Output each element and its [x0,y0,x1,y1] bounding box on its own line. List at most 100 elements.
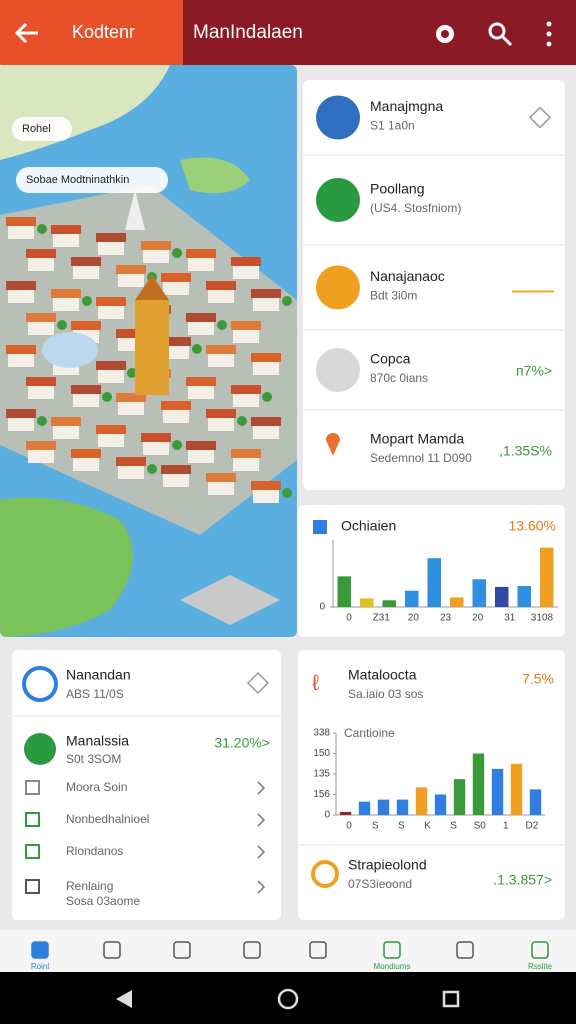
row-chevron[interactable] [257,880,266,894]
house [208,417,234,431]
tree [37,416,47,426]
house [98,305,124,319]
item-subtitle: S0t 3SOM [66,752,121,766]
row-icon [25,879,40,894]
nav-icon[interactable] [243,941,261,959]
roof [26,441,56,450]
house [8,353,34,367]
bar [360,598,374,607]
roof [161,337,191,346]
item-icon [24,733,56,765]
chart-title: Cantioine [344,726,395,740]
row-icon [25,812,40,827]
row-chevron[interactable] [257,845,266,859]
nav-icon[interactable] [531,941,549,959]
x-tick-label: Z31 [373,613,391,624]
card-value: 7.5% [522,671,554,687]
row-title: Renlaing [66,879,113,893]
nav-icon[interactable] [456,941,474,959]
back-button[interactable] [14,22,38,44]
y-tick-label: 135 [313,769,330,780]
item-title: Poollang [370,181,425,197]
footer-icon [311,860,339,888]
item-icon [316,265,360,310]
roof [71,257,101,266]
bar [453,779,466,815]
app-bar [183,0,576,65]
bar [517,585,531,607]
roof [231,385,261,394]
card-action[interactable] [246,671,270,695]
house [163,345,189,359]
nav-icon[interactable] [173,941,191,959]
tree [82,296,92,306]
x-tick-label: 20 [408,613,420,624]
house [143,441,169,455]
item-title: Manalssia [66,733,129,749]
house [118,401,144,415]
house [253,297,279,311]
app-title: ManIndalaen [193,22,303,43]
x-tick-label: S [450,821,457,832]
tree [172,248,182,258]
map-chip[interactable] [12,117,72,141]
search-button[interactable] [488,22,513,47]
nav-icon[interactable] [31,941,49,959]
system-back[interactable] [116,990,132,1008]
back-title: Kodtenr [72,22,135,42]
roof [6,345,36,354]
bar [337,576,351,607]
item-value: 31.20%> [214,735,270,751]
roof [206,345,236,354]
item-action[interactable] [528,106,552,129]
roof [186,441,216,450]
nav-icon[interactable] [383,941,401,959]
row-chevron[interactable] [257,813,266,827]
bar [450,597,464,607]
bar [529,789,542,815]
roof [231,449,261,458]
row-icon [25,780,40,795]
house [188,449,214,463]
map-chip[interactable] [16,167,168,193]
tree [127,368,137,378]
roof [96,233,126,242]
x-tick-label: S0 [474,821,487,832]
tree [147,464,157,474]
house [188,321,214,335]
house [8,417,34,431]
system-recents[interactable] [442,990,460,1008]
bar [434,794,447,815]
row-chevron[interactable] [257,781,266,795]
roof [51,289,81,298]
bar [415,787,428,815]
house [208,353,234,367]
item-subtitle: S1 1a0n [370,119,415,133]
roof [71,385,101,394]
house [8,225,34,239]
item-title: Nanajanaoc [370,268,445,284]
nav-label: Mondiums [374,962,411,971]
bar [377,799,390,815]
nav-icon[interactable] [103,941,121,959]
tree [57,320,67,330]
x-tick-label: S [372,821,379,832]
settings-button[interactable] [436,25,454,43]
house [28,385,54,399]
house [28,257,54,271]
system-home[interactable] [277,988,299,1010]
roof [116,393,146,402]
bar [510,763,523,815]
nav-icon[interactable] [309,941,327,959]
house [73,393,99,407]
nav-label: Rsslite [528,962,553,971]
bar [382,600,396,607]
house [143,249,169,263]
tree [102,392,112,402]
roof [116,265,146,274]
item-icon [316,178,360,222]
map[interactable] [0,65,297,637]
more-button[interactable] [546,21,552,47]
item-value: п7%> [516,363,552,379]
house [233,393,259,407]
